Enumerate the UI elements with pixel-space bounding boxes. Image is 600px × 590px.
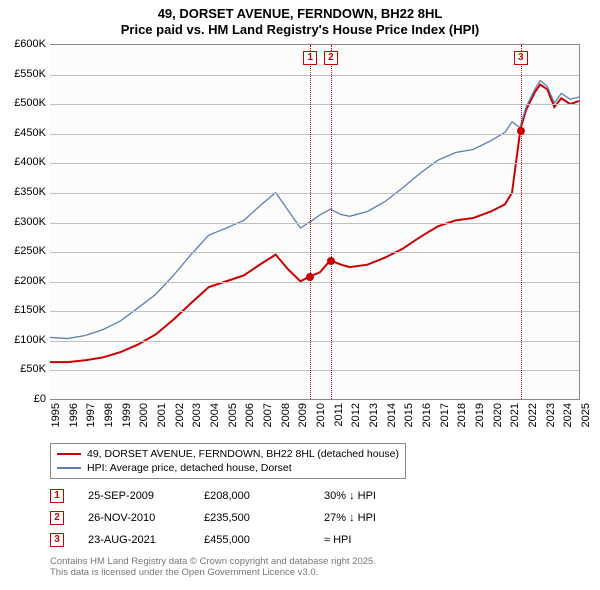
y-tick-label: £350K — [14, 186, 46, 198]
legend-label: HPI: Average price, detached house, Dors… — [87, 462, 292, 474]
x-tick-label: 2006 — [244, 403, 256, 427]
y-tick-label: £550K — [14, 68, 46, 80]
gridline — [50, 163, 579, 164]
sale-diff: 27% ↓ HPI — [324, 512, 444, 524]
sale-date: 26-NOV-2010 — [64, 512, 204, 524]
sale-marker-2: 2 — [324, 51, 338, 65]
x-tick-label: 1997 — [85, 403, 97, 427]
y-tick-label: £150K — [14, 304, 46, 316]
x-tick-label: 2019 — [474, 403, 486, 427]
x-tick-label: 1999 — [121, 403, 133, 427]
gridline — [50, 104, 579, 105]
gridline — [50, 370, 579, 371]
sale-dot — [327, 257, 335, 265]
sale-dot — [517, 127, 525, 135]
x-tick-label: 2003 — [191, 403, 203, 427]
sale-price: £455,000 — [204, 534, 324, 546]
x-tick-label: 2017 — [439, 403, 451, 427]
sale-price: £235,500 — [204, 512, 324, 524]
x-tick-label: 2002 — [174, 403, 186, 427]
x-tick-label: 2009 — [297, 403, 309, 427]
x-tick-label: 2005 — [227, 403, 239, 427]
page-title-sub: Price paid vs. HM Land Registry's House … — [0, 22, 600, 37]
gridline — [50, 223, 579, 224]
sale-row: 226-NOV-2010£235,50027% ↓ HPI — [50, 507, 444, 529]
sale-diff: ≈ HPI — [324, 534, 444, 546]
x-tick-label: 2008 — [280, 403, 292, 427]
chart-legend: 49, DORSET AVENUE, FERNDOWN, BH22 8HL (d… — [50, 443, 406, 479]
x-tick-label: 2024 — [562, 403, 574, 427]
y-tick-label: £250K — [14, 245, 46, 257]
gridline — [50, 282, 579, 283]
sale-dot — [306, 273, 314, 281]
x-tick-label: 1998 — [103, 403, 115, 427]
y-tick-label: £450K — [14, 127, 46, 139]
sale-event-line — [310, 45, 311, 399]
y-tick-label: £300K — [14, 216, 46, 228]
gridline — [50, 252, 579, 253]
y-tick-label: £600K — [14, 38, 46, 50]
x-tick-label: 2014 — [386, 403, 398, 427]
gridline — [50, 341, 579, 342]
sale-marker-1: 1 — [303, 51, 317, 65]
y-tick-label: £200K — [14, 275, 46, 287]
gridline — [50, 75, 579, 76]
y-axis: £0£50K£100K£150K£200K£250K£300K£350K£400… — [0, 44, 50, 399]
sale-row-marker: 3 — [50, 533, 64, 547]
y-tick-label: £100K — [14, 334, 46, 346]
x-tick-label: 2001 — [156, 403, 168, 427]
y-tick-label: £0 — [34, 393, 46, 405]
legend-swatch — [57, 453, 81, 455]
x-tick-label: 2007 — [262, 403, 274, 427]
x-tick-label: 2004 — [209, 403, 221, 427]
legend-item: HPI: Average price, detached house, Dors… — [57, 461, 399, 475]
x-tick-label: 2023 — [545, 403, 557, 427]
legend-label: 49, DORSET AVENUE, FERNDOWN, BH22 8HL (d… — [87, 448, 399, 460]
copyright-footer: Contains HM Land Registry data © Crown c… — [50, 556, 376, 579]
x-tick-label: 1996 — [68, 403, 80, 427]
series-hpi — [50, 80, 579, 338]
sale-row-marker: 2 — [50, 511, 64, 525]
x-tick-label: 2018 — [456, 403, 468, 427]
gridline — [50, 134, 579, 135]
x-tick-label: 2015 — [403, 403, 415, 427]
x-tick-label: 2011 — [333, 403, 345, 427]
y-tick-label: £50K — [20, 363, 46, 375]
x-tick-label: 2021 — [509, 403, 521, 427]
x-tick-label: 2022 — [527, 403, 539, 427]
sale-diff: 30% ↓ HPI — [324, 490, 444, 502]
gridline — [50, 311, 579, 312]
legend-swatch — [57, 467, 81, 468]
y-tick-label: £400K — [14, 156, 46, 168]
sale-date: 25-SEP-2009 — [64, 490, 204, 502]
x-tick-label: 2013 — [368, 403, 380, 427]
footer-line2: This data is licensed under the Open Gov… — [50, 567, 376, 578]
sale-row: 125-SEP-2009£208,00030% ↓ HPI — [50, 485, 444, 507]
footer-line1: Contains HM Land Registry data © Crown c… — [50, 556, 376, 567]
x-tick-label: 2000 — [138, 403, 150, 427]
y-tick-label: £500K — [14, 97, 46, 109]
sales-table: 125-SEP-2009£208,00030% ↓ HPI226-NOV-201… — [50, 485, 444, 551]
sale-event-line — [331, 45, 332, 399]
x-axis: 1995 1996 1997 1998 1999 2000 2001 2002 2003 2004… — [50, 399, 580, 449]
sale-marker-3: 3 — [514, 51, 528, 65]
x-tick-label: 2016 — [421, 403, 433, 427]
x-tick-label: 2010 — [315, 403, 327, 427]
sale-price: £208,000 — [204, 490, 324, 502]
legend-item: 49, DORSET AVENUE, FERNDOWN, BH22 8HL (d… — [57, 447, 399, 461]
page-title-address: 49, DORSET AVENUE, FERNDOWN, BH22 8HL — [0, 6, 600, 21]
price-chart: 12 3 — [50, 44, 580, 399]
sale-date: 23-AUG-2021 — [64, 534, 204, 546]
gridline — [50, 193, 579, 194]
x-tick-label: 2020 — [492, 403, 504, 427]
x-tick-label: 1995 — [50, 403, 62, 427]
sale-row: 323-AUG-2021£455,000≈ HPI — [50, 529, 444, 551]
x-tick-label: 2025 — [580, 403, 592, 427]
sale-event-line — [521, 45, 522, 399]
sale-row-marker: 1 — [50, 489, 64, 503]
x-tick-label: 2012 — [350, 403, 362, 427]
